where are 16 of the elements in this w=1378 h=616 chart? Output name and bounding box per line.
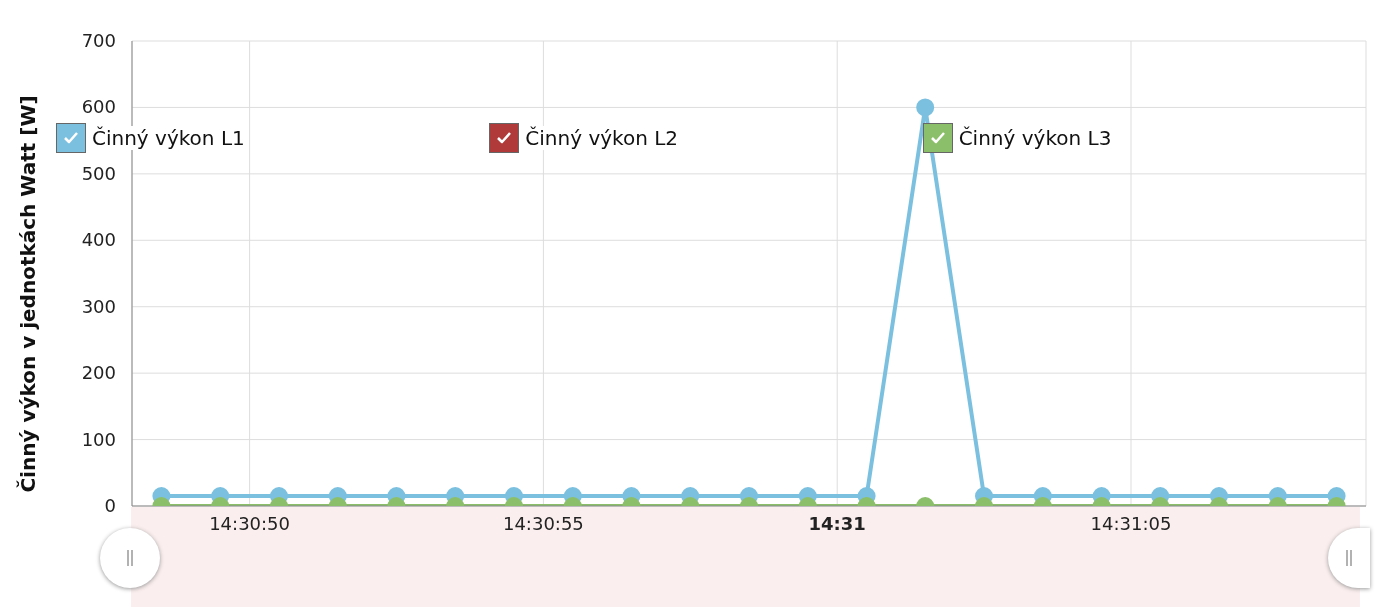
y-axis-title: Činný výkon v jednotkách Watt [W] — [16, 94, 40, 493]
x-tick-label: 14:31 — [808, 513, 866, 534]
x-tick-label: 14:30:50 — [209, 513, 291, 534]
y-tick-label: 500 — [81, 162, 116, 184]
legend-label: Činný výkon L1 — [92, 126, 245, 150]
y-tick-label: 600 — [81, 96, 116, 118]
y-tick-label: 400 — [81, 229, 116, 251]
y-tick-label: 100 — [81, 428, 116, 450]
x-tick-label: 14:30:55 — [502, 513, 584, 534]
y-tick-label: 200 — [81, 362, 116, 384]
y-tick-label: 0 — [104, 495, 116, 516]
x-tick-label: 14:31:05 — [1090, 513, 1172, 534]
legend-label: Činný výkon L2 — [525, 126, 679, 150]
y-tick-label: 700 — [81, 30, 116, 51]
y-tick-label: 300 — [81, 295, 116, 317]
legend-label: Činný výkon L3 — [958, 126, 1112, 150]
